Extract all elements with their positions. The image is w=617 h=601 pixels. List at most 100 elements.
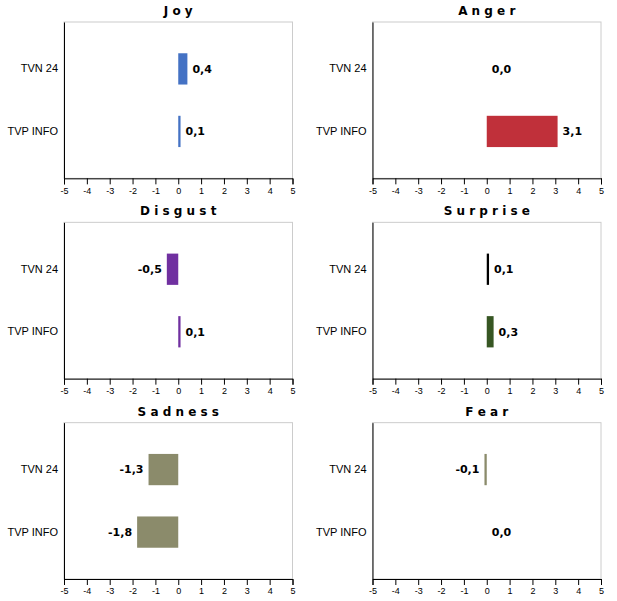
x-tick-label: -4 (392, 386, 400, 396)
x-axis-line (65, 179, 294, 185)
x-tick: 2 (222, 178, 227, 195)
x-tick-mark (601, 379, 602, 385)
x-tick: -1 (152, 579, 160, 596)
x-tick-mark (224, 379, 225, 385)
x-tick: 2 (530, 379, 535, 396)
data-label: 0,1 (494, 263, 514, 276)
x-tick-mark (555, 579, 556, 585)
x-tick-label: -1 (460, 586, 468, 596)
y-tick-label: TVP INFO (7, 526, 58, 538)
bar (487, 116, 558, 147)
x-tick: 4 (576, 379, 581, 396)
y-tick-label: TVN 24 (21, 263, 58, 275)
y-tick-label: TVP INFO (316, 526, 367, 538)
x-tick: 1 (508, 579, 513, 596)
data-labels: 0,03,1 (492, 63, 582, 139)
y-tick: TVN 24 (329, 263, 372, 275)
x-tick-mark (178, 579, 179, 585)
bar (149, 454, 179, 485)
x-tick-mark (293, 178, 294, 184)
x-tick-mark (578, 178, 579, 184)
x-axis: -5-4-3-2-1012345 (369, 579, 604, 596)
x-tick: -5 (369, 178, 377, 195)
x-tick: -5 (369, 579, 377, 596)
x-tick-mark (87, 579, 88, 585)
x-tick-mark (395, 178, 396, 184)
x-axis-line (373, 379, 602, 385)
x-tick-mark (555, 379, 556, 385)
x-tick: -4 (392, 579, 400, 596)
y-axis-line (373, 423, 374, 579)
x-tick-mark (224, 579, 225, 585)
data-labels: -0,10,0 (455, 463, 511, 539)
x-tick: 3 (553, 379, 558, 396)
x-tick: 1 (508, 379, 513, 396)
x-tick-label: -2 (129, 186, 137, 196)
x-tick-label: -1 (152, 186, 160, 196)
x-tick: 5 (290, 579, 295, 596)
x-tick-mark (133, 178, 134, 184)
plot-area: -5-4-3-2-1012345TVN 24TVP INFO0,40,1J o … (7, 4, 295, 196)
x-tick-mark (464, 579, 465, 585)
x-tick-mark (293, 579, 294, 585)
x-tick-label: 3 (245, 186, 250, 196)
x-tick: -2 (129, 579, 137, 596)
x-tick-mark (532, 178, 533, 184)
x-tick-mark (532, 379, 533, 385)
x-tick: -2 (129, 178, 137, 195)
x-tick-mark (224, 178, 225, 184)
panel: -5-4-3-2-1012345TVN 24TVP INFO0,40,1J o … (7, 4, 295, 196)
x-tick-mark (133, 379, 134, 385)
y-axis: TVN 24 TVP INFO (7, 223, 64, 379)
x-tick: 5 (599, 579, 604, 596)
data-labels: 0,1 0,3 (494, 263, 518, 339)
plot-frame (373, 423, 602, 579)
x-tick-mark (510, 379, 511, 385)
y-axis-line (373, 223, 374, 379)
data-labels: 0,40,1 (186, 63, 213, 139)
y-tick: TVN 24 (21, 263, 64, 275)
x-tick: -1 (460, 379, 468, 396)
data-label: 3,1 (563, 125, 583, 138)
x-tick: 0 (485, 579, 490, 596)
x-tick-mark (178, 178, 179, 184)
x-tick-mark (373, 579, 374, 585)
x-tick: -3 (415, 178, 423, 195)
x-tick: 0 (176, 579, 181, 596)
x-tick-mark (418, 379, 419, 385)
x-tick: 5 (599, 178, 604, 195)
data-label: 0,0 (492, 526, 512, 539)
x-tick-mark (87, 379, 88, 385)
x-tick-mark (532, 579, 533, 585)
x-tick: -2 (438, 178, 446, 195)
y-tick: TVN 24 (329, 463, 372, 475)
x-tick: 2 (530, 579, 535, 596)
plot-area: -5-4-3-2-1012345TVN 24TVP INFO-0,10,0F e… (316, 405, 604, 597)
x-axis: -5-4-3-2-1012345 (369, 178, 604, 195)
x-tick-label: 5 (290, 586, 295, 596)
x-tick: -1 (460, 579, 468, 596)
y-tick-label: TVP INFO (7, 325, 58, 337)
x-tick-mark (110, 178, 111, 184)
x-tick-label: -1 (152, 586, 160, 596)
bar (484, 454, 486, 485)
x-tick-label: -3 (106, 386, 114, 396)
x-tick-mark (110, 579, 111, 585)
x-tick-mark (487, 379, 488, 385)
x-tick-label: -4 (83, 186, 91, 196)
x-tick: -3 (415, 579, 423, 596)
chart-title: S u r p r i s e (444, 204, 530, 218)
plot-frame (64, 423, 293, 579)
x-axis: -5-4-3-2-1012345 (369, 379, 604, 396)
x-tick-label: 4 (268, 586, 273, 596)
x-tick-mark (441, 178, 442, 184)
data-label: 0,3 (499, 326, 518, 339)
x-tick-mark (64, 379, 65, 385)
x-tick-label: 0 (176, 386, 181, 396)
x-tick-mark (578, 579, 579, 585)
x-tick-mark (395, 379, 396, 385)
x-tick-mark (247, 579, 248, 585)
x-tick: -5 (60, 579, 68, 596)
x-tick-label: 1 (508, 386, 513, 396)
x-tick: -1 (152, 379, 160, 396)
